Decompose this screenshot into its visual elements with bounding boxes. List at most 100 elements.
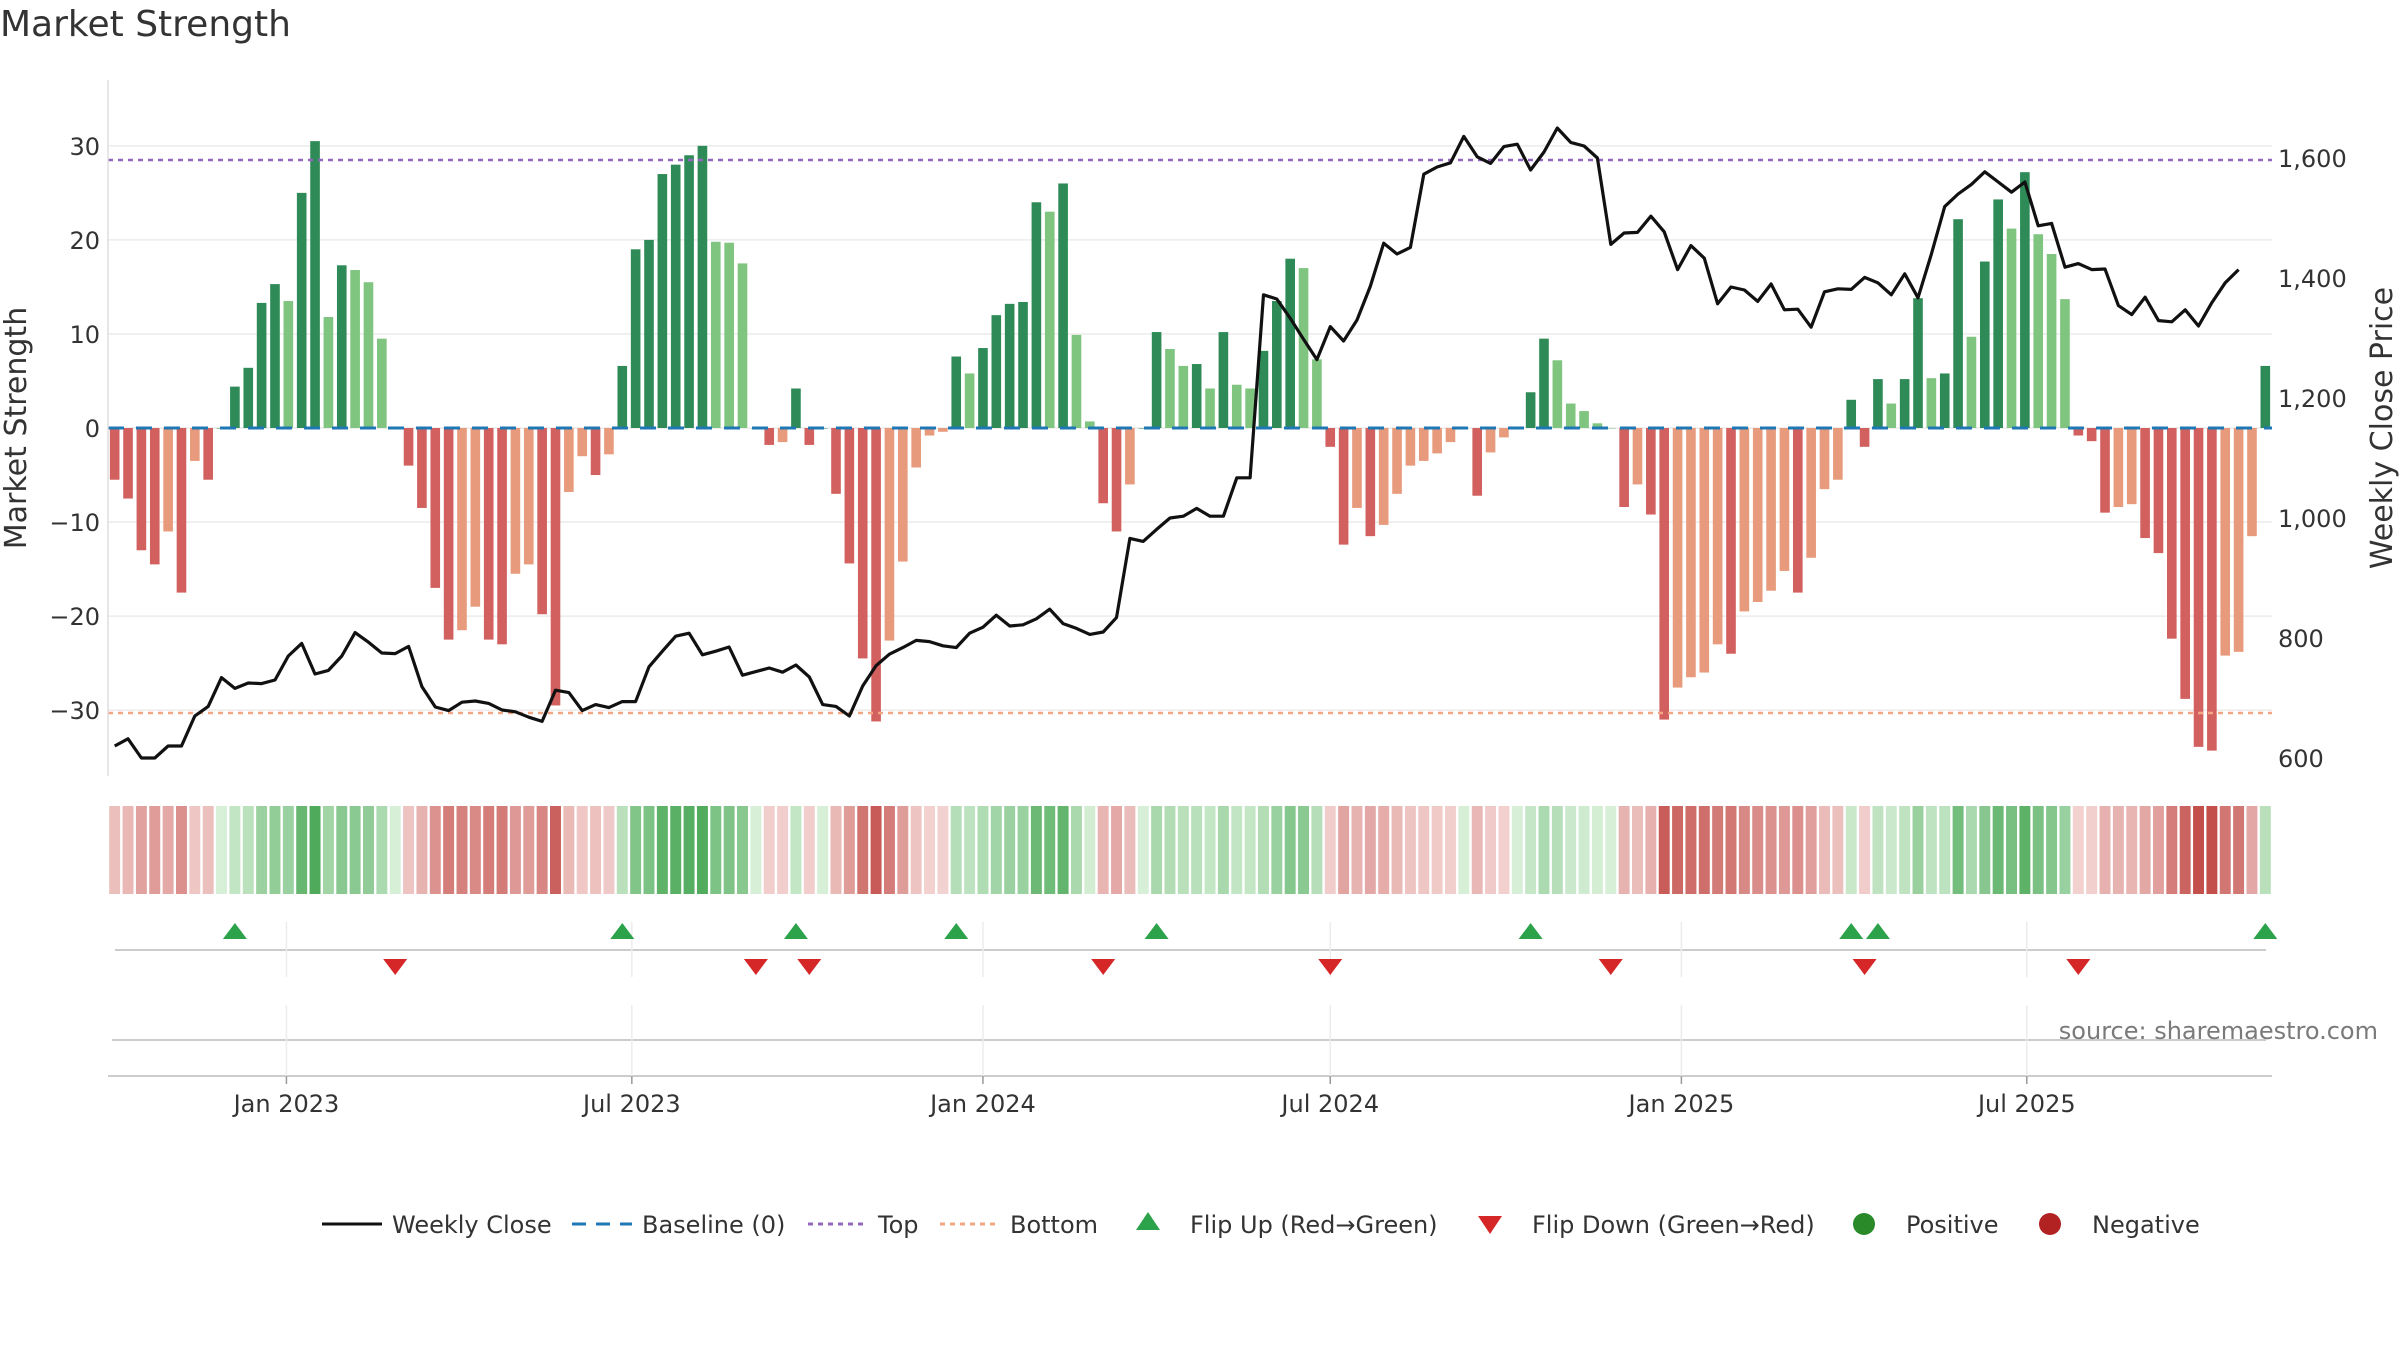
heat-cell xyxy=(696,806,708,894)
heat-cell xyxy=(2126,806,2138,894)
heat-cell xyxy=(977,806,989,894)
heat-cell xyxy=(2059,806,2071,894)
heat-cell xyxy=(1912,806,1924,894)
strength-bar xyxy=(884,428,895,641)
y-right-tick-label: 600 xyxy=(2278,745,2324,773)
heat-cell xyxy=(162,806,174,894)
legend-label: Flip Down (Green→Red) xyxy=(1532,1211,1815,1239)
strength-bar xyxy=(1539,338,1549,428)
heat-cell xyxy=(1244,806,1256,894)
heat-cell xyxy=(1471,806,1483,894)
chart-title: Market Strength xyxy=(0,4,291,45)
heat-cell xyxy=(2046,806,2058,894)
strength-bar xyxy=(123,428,133,499)
heat-cell xyxy=(135,806,147,894)
strength-bar xyxy=(2046,254,2057,428)
heat-cell xyxy=(830,806,842,894)
heat-cell xyxy=(777,806,789,894)
strength-bar xyxy=(1352,428,1362,508)
heat-cell xyxy=(496,806,508,894)
heat-cell xyxy=(269,806,281,894)
strength-bar xyxy=(1926,378,1937,428)
heat-cell xyxy=(1712,806,1724,894)
legend-label: Baseline (0) xyxy=(642,1211,785,1239)
heat-cell xyxy=(1738,806,1750,894)
heat-cell xyxy=(1672,806,1684,894)
strength-bar xyxy=(1619,428,1629,508)
heat-cell xyxy=(336,806,348,894)
strength-bar xyxy=(2193,428,2204,747)
flip-up-marker xyxy=(944,923,969,939)
heat-cell xyxy=(2019,806,2031,894)
strength-bar xyxy=(1085,421,1095,428)
strength-bar xyxy=(1552,360,1563,428)
y-right-tick-label: 1,000 xyxy=(2278,505,2347,533)
heat-cell xyxy=(790,806,802,894)
heat-cell xyxy=(1458,806,1470,894)
heat-cell xyxy=(990,806,1002,894)
strength-bar xyxy=(724,242,734,428)
flip-up-marker xyxy=(1144,923,1169,939)
heat-cell xyxy=(1872,806,1884,894)
strength-bar xyxy=(1485,428,1496,453)
legend-label: Negative xyxy=(2092,1211,2200,1239)
heat-cell xyxy=(309,806,321,894)
heat-cell xyxy=(1124,806,1136,894)
heat-cell xyxy=(1485,806,1497,894)
strength-bar xyxy=(1766,428,1776,591)
heat-cell xyxy=(1538,806,1550,894)
strength-bar xyxy=(377,338,387,428)
heat-cell xyxy=(950,806,962,894)
flip-up-marker xyxy=(222,923,247,939)
strength-bar xyxy=(363,282,374,428)
heat-cell xyxy=(1859,806,1871,894)
heat-cell xyxy=(1551,806,1563,894)
heat-cell xyxy=(242,806,254,894)
heat-cell xyxy=(1431,806,1443,894)
flip-up-marker xyxy=(783,923,808,939)
strength-bar xyxy=(1058,183,1068,428)
heat-cell xyxy=(630,806,642,894)
heat-cell xyxy=(1030,806,1042,894)
strength-bar xyxy=(2113,428,2124,508)
gridlines xyxy=(108,145,2272,711)
strength-bar xyxy=(190,428,200,461)
strength-bar xyxy=(256,302,267,428)
heat-cell xyxy=(1004,806,1016,894)
heat-cell xyxy=(897,806,909,894)
strength-bar xyxy=(2060,299,2070,428)
strength-bar xyxy=(1298,268,1309,428)
heat-cell xyxy=(469,806,481,894)
legend-swatch-negative xyxy=(2039,1213,2061,1235)
strength-bar xyxy=(1953,219,1963,428)
strength-bar xyxy=(2020,172,2030,428)
strength-bar xyxy=(1165,348,1175,428)
legend: Weekly Close Baseline (0) Top Bottom Flip Up… xyxy=(322,1211,2200,1239)
heat-cell xyxy=(429,806,441,894)
strength-bar xyxy=(1739,428,1750,612)
strength-bar xyxy=(1779,428,1790,571)
strength-bar xyxy=(978,348,988,428)
heat-cell xyxy=(2193,806,2205,894)
heat-cell xyxy=(1525,806,1537,894)
strength-bar xyxy=(1873,379,1883,428)
strength-bar xyxy=(617,365,628,428)
heat-cell xyxy=(1565,806,1577,894)
flip-down-marker xyxy=(1091,959,1116,975)
heat-cell xyxy=(550,806,561,894)
strength-bar xyxy=(604,428,614,455)
strength-bar xyxy=(1031,202,1042,428)
strength-bar xyxy=(1018,301,1028,428)
heat-cell xyxy=(1992,806,2004,894)
strength-bar xyxy=(684,155,694,429)
strength-bar xyxy=(1325,428,1336,447)
strength-bar xyxy=(1792,428,1803,593)
heat-cell xyxy=(1137,806,1149,894)
strength-bar xyxy=(1191,364,1202,428)
strength-bar xyxy=(1111,428,1122,532)
heat-cell xyxy=(1925,806,1937,894)
heat-cell xyxy=(483,806,495,894)
strength-bar xyxy=(991,315,1002,428)
heat-strip xyxy=(109,806,2271,894)
strength-bar xyxy=(2207,428,2217,751)
